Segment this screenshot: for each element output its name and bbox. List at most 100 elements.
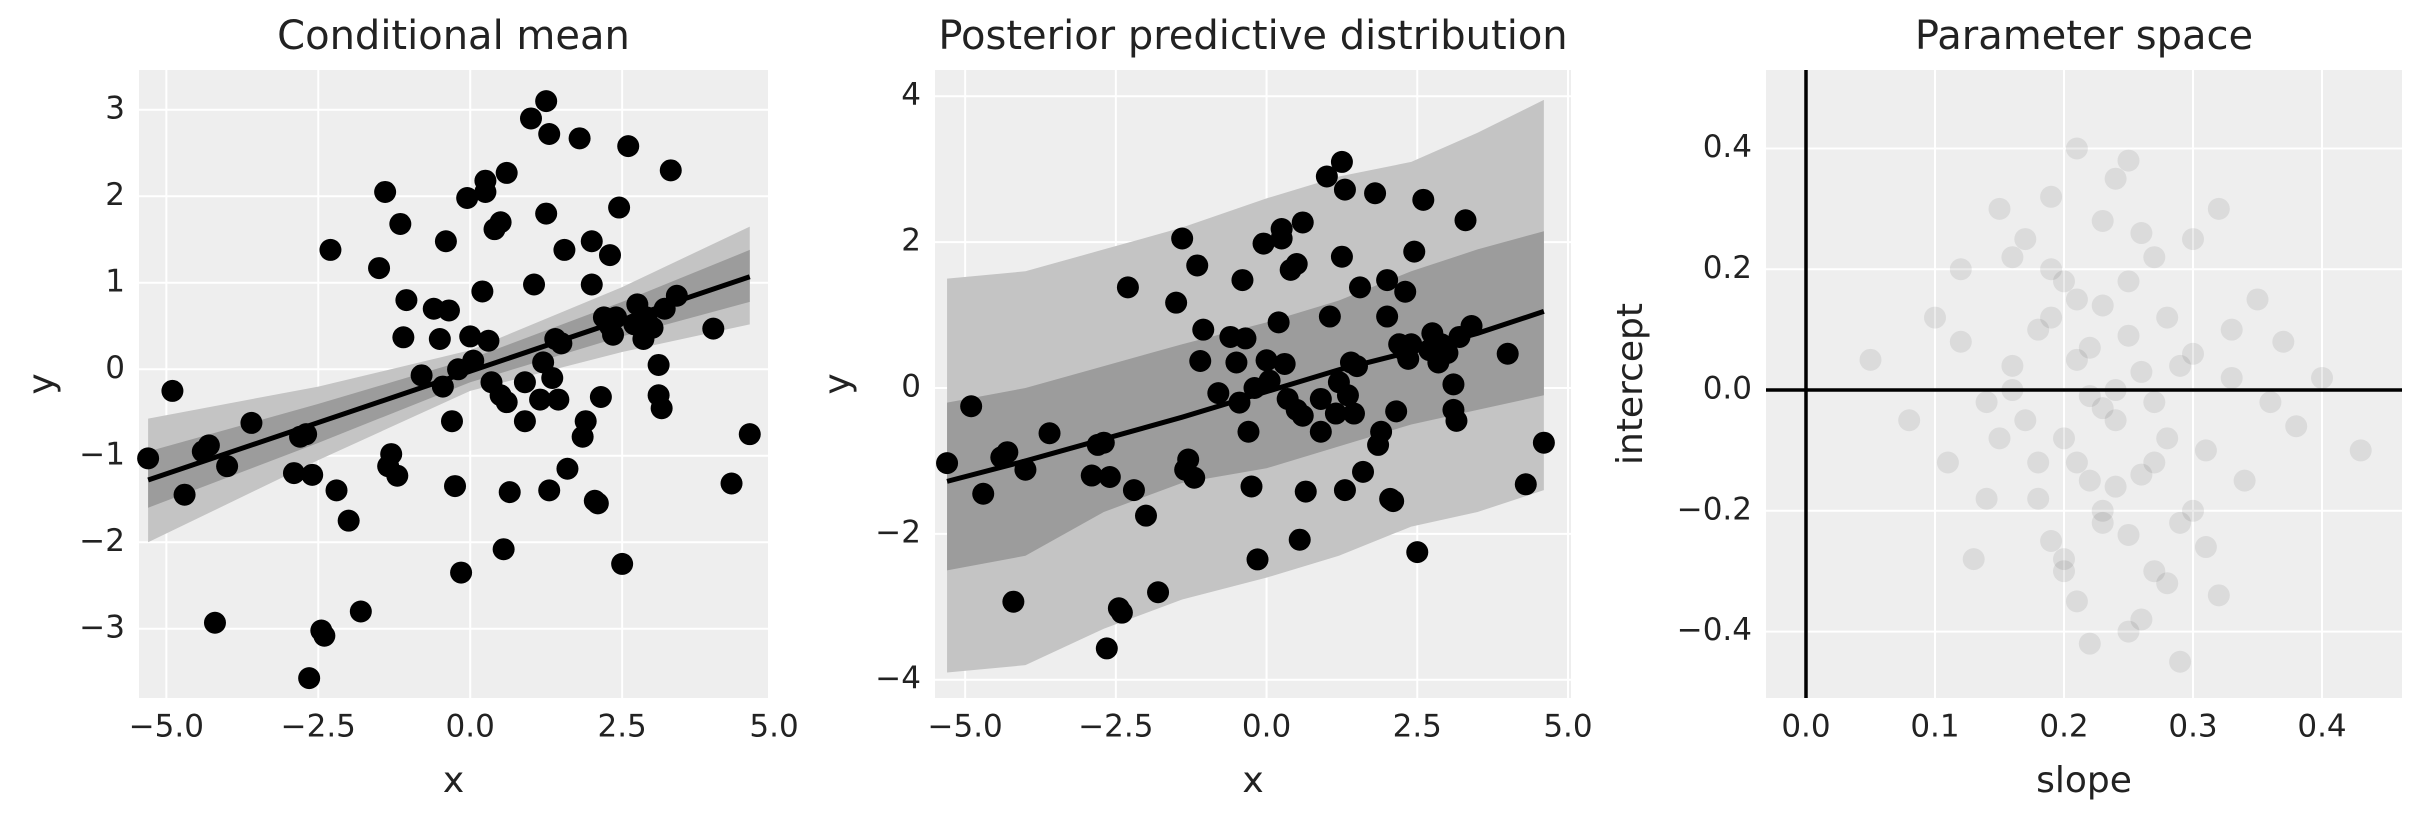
point — [556, 457, 579, 480]
point — [541, 366, 564, 389]
point — [1285, 253, 1308, 276]
point — [2001, 354, 2024, 377]
point — [605, 306, 628, 329]
point — [513, 371, 536, 394]
point — [1092, 431, 1115, 454]
point — [1364, 182, 1387, 205]
point — [589, 385, 612, 408]
point — [1330, 150, 1353, 173]
point — [1406, 541, 1429, 564]
point — [1315, 165, 1338, 188]
point — [1080, 464, 1103, 487]
y-tick-label: 2 — [105, 177, 125, 213]
point — [738, 423, 761, 446]
point — [1898, 409, 1921, 432]
point — [456, 187, 479, 210]
y-tick-label: −0.2 — [1677, 491, 1752, 527]
x-axis-label: slope — [2036, 760, 2132, 801]
point — [2194, 439, 2217, 462]
point — [395, 289, 418, 312]
point — [1532, 431, 1555, 454]
point — [203, 611, 226, 634]
point — [580, 230, 603, 253]
point — [2078, 336, 2101, 359]
point — [960, 395, 983, 418]
point — [2053, 270, 2076, 293]
point — [1949, 330, 1972, 353]
point — [568, 127, 591, 150]
point — [1923, 306, 1946, 329]
point — [2078, 632, 2101, 655]
point — [392, 326, 415, 349]
point — [972, 482, 995, 505]
point — [1294, 480, 1317, 503]
point — [2053, 427, 2076, 450]
point — [2143, 246, 2166, 269]
x-tick-label: 0.4 — [2297, 709, 2346, 745]
point — [1110, 601, 1133, 624]
point — [428, 328, 451, 351]
point — [450, 561, 473, 584]
point — [386, 464, 409, 487]
point — [2311, 366, 2334, 389]
chart-title: Conditional mean — [277, 13, 630, 59]
x-tick-label: 0.2 — [2039, 709, 2088, 745]
point — [1258, 369, 1281, 392]
point — [2027, 318, 2050, 341]
y-tick-label: −2 — [79, 523, 125, 559]
point — [1288, 528, 1311, 551]
point — [1014, 458, 1037, 481]
point — [720, 472, 743, 495]
panel: −5.0 −2.5 0.0 2.5 5.0 −4 −2 0 2 4 Posterior predic… — [817, 13, 1593, 801]
point — [1859, 348, 1882, 371]
point — [2091, 499, 2114, 522]
chart-title: Posterior predictive distribution — [938, 13, 1567, 59]
point — [1309, 387, 1332, 410]
point — [1270, 227, 1293, 250]
point — [498, 481, 521, 504]
point — [2207, 584, 2230, 607]
point — [410, 364, 433, 387]
point — [1412, 188, 1435, 211]
point — [574, 410, 597, 433]
point — [319, 238, 342, 261]
panel: 0.0 0.1 0.2 0.3 0.4 −0.4 −0.2 0.0 0.2 0.4 Paramete… — [1610, 13, 2402, 801]
point — [2272, 330, 2295, 353]
point — [598, 244, 621, 267]
point — [2130, 608, 2153, 631]
x-tick-label: 0.0 — [1242, 709, 1291, 745]
x-tick-label: 0.0 — [446, 709, 495, 745]
point — [1252, 232, 1275, 255]
point — [2065, 348, 2088, 371]
x-tick-label: 5.0 — [749, 709, 798, 745]
point — [173, 483, 196, 506]
point — [2182, 228, 2205, 251]
point — [492, 538, 515, 561]
point — [580, 273, 603, 296]
point — [2104, 475, 2127, 498]
point — [1291, 404, 1314, 427]
x-tick-label: −2.5 — [281, 709, 356, 745]
point — [1342, 402, 1365, 425]
point — [325, 479, 348, 502]
point — [2053, 560, 2076, 583]
point — [1207, 382, 1230, 405]
point — [641, 316, 664, 339]
point — [2091, 209, 2114, 232]
point — [1376, 269, 1399, 292]
point — [1246, 548, 1269, 571]
point — [2169, 511, 2192, 534]
point — [1183, 466, 1206, 489]
point — [611, 552, 634, 575]
point — [2220, 366, 2243, 389]
point — [1460, 315, 1483, 338]
point — [1962, 548, 1985, 571]
point — [1240, 475, 1263, 498]
y-tick-label: 1 — [105, 263, 125, 299]
point — [349, 600, 372, 623]
point — [1345, 355, 1368, 378]
point — [2156, 306, 2179, 329]
point — [1333, 178, 1356, 201]
point — [1165, 291, 1188, 314]
point — [2065, 288, 2088, 311]
